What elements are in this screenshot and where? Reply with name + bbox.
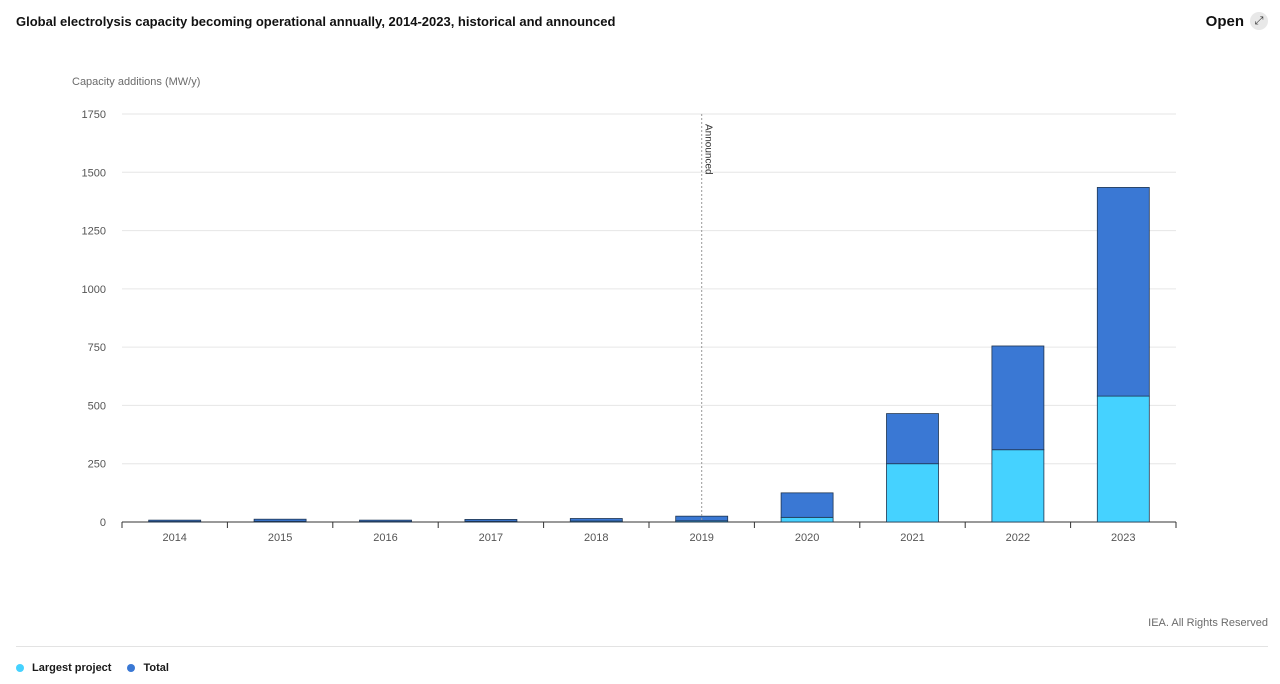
annotation-label-announced: Announced <box>703 124 714 175</box>
legend-item-largest-project[interactable]: Largest project <box>16 662 111 674</box>
y-tick-label-1000: 1000 <box>82 284 106 296</box>
legend-label-largest-project: Largest project <box>32 662 112 674</box>
bar-total-2014 <box>148 519 202 522</box>
legend-dot-largest-project <box>16 664 24 672</box>
y-tick-label-750: 750 <box>88 342 106 354</box>
open-button[interactable]: Open ⤢ <box>1206 12 1268 30</box>
x-tick-label-2017: 2017 <box>479 532 503 544</box>
x-tick-label-2020: 2020 <box>795 532 819 544</box>
bar-total-2022 <box>991 345 1045 451</box>
divider <box>16 646 1268 647</box>
bar-total-2016 <box>359 519 412 522</box>
bar-largest-project-2022 <box>991 449 1045 523</box>
bar-total-2023 <box>1096 187 1150 397</box>
y-tick-label-1250: 1250 <box>82 226 106 238</box>
y-axis-label: Capacity additions (MW/y) <box>72 76 201 88</box>
legend-label-total: Total <box>143 662 169 674</box>
source-credit: IEA. All Rights Reserved <box>1148 617 1268 629</box>
legend: Largest project Total <box>16 662 169 674</box>
bar-total-2018 <box>569 518 623 522</box>
y-tick-label-1750: 1750 <box>82 109 106 121</box>
y-tick-label-250: 250 <box>88 459 106 471</box>
x-tick-label-2016: 2016 <box>373 532 397 544</box>
x-tick-label-2018: 2018 <box>584 532 608 544</box>
y-tick-label-0: 0 <box>100 517 106 529</box>
open-label: Open <box>1205 12 1244 30</box>
x-tick-label-2022: 2022 <box>1006 532 1030 544</box>
x-tick-label-2021: 2021 <box>900 532 924 544</box>
bar-total-2020 <box>780 492 834 518</box>
x-tick-label-2019: 2019 <box>689 532 713 544</box>
legend-item-total[interactable]: Total <box>127 662 169 674</box>
x-tick-label-2015: 2015 <box>268 532 292 544</box>
chart-title: Global electrolysis capacity becoming op… <box>16 14 616 29</box>
x-tick-label-2014: 2014 <box>162 532 186 544</box>
x-tick-label-2023: 2023 <box>1111 532 1135 544</box>
bar-total-2017 <box>464 519 518 522</box>
legend-dot-total <box>127 664 136 672</box>
bar-total-2015 <box>253 518 307 522</box>
y-tick-label-1500: 1500 <box>82 167 106 179</box>
y-tick-label-500: 500 <box>88 400 106 412</box>
bar-largest-project-2023 <box>1096 395 1150 523</box>
bar-largest-project-2020 <box>780 516 834 523</box>
bar-largest-project-2021 <box>886 463 939 523</box>
expand-arrows-icon: ⤢ <box>1250 12 1268 30</box>
bar-total-2021 <box>886 413 939 465</box>
